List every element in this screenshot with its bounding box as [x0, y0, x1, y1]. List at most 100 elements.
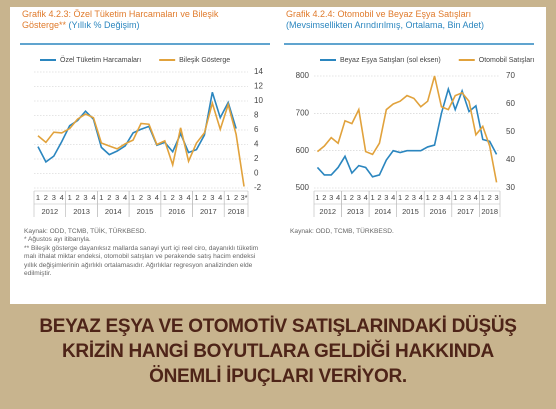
- note: Kaynak: ODD, TCMB, TÜİK, TÜRKBESD.: [24, 228, 147, 235]
- notes: Kaynak: ODD, TCMB, TÜRKBESD.: [290, 228, 530, 236]
- banner-line: ÖNEMLİ İPUÇLARI VERİYOR.: [149, 366, 407, 387]
- x-tick-label: 2: [350, 193, 354, 202]
- x-tick-label: 4: [218, 193, 222, 202]
- year-label: 2014: [375, 207, 392, 216]
- legend-label: Beyaz Eşya Satışları (sol eksen): [340, 57, 441, 64]
- x-tick-label: 3: [115, 193, 119, 202]
- year-label: 2017: [457, 207, 474, 216]
- x-tick-label: 2: [202, 193, 206, 202]
- y-tick-label: 12: [254, 82, 263, 91]
- x-tick-label: 4: [155, 193, 159, 202]
- x-tick-label: 3: [384, 193, 388, 202]
- x-tick-label: 1: [131, 193, 135, 202]
- x-tick-label: 2: [460, 193, 464, 202]
- y-tick-label: 700: [296, 108, 310, 117]
- y-tick-label: 600: [296, 146, 310, 155]
- x-tick-label: 3: [439, 193, 443, 202]
- series-line: [37, 100, 245, 187]
- y-tick-label: 800: [296, 71, 310, 80]
- note: * Ağustos ayı itibarıyla.: [24, 236, 91, 244]
- x-tick-label: 4: [474, 193, 478, 202]
- x-tick-label: 2: [405, 193, 409, 202]
- x-tick-label: 3: [412, 193, 416, 202]
- chart-heading: Grafik 4.2.3: Özel Tüketim Harcamaları v…: [22, 9, 262, 31]
- year-label: 2015: [402, 207, 419, 216]
- x-tick-label: 2: [432, 193, 436, 202]
- chart-title: Grafik 4.2.3: Özel Tüketim Harcamaları v…: [22, 9, 219, 30]
- chart-title: Grafik 4.2.4: Otomobil ve Beyaz Eşya Sat…: [286, 9, 472, 19]
- year-label: 2012: [319, 207, 336, 216]
- x-tick-label: 3: [467, 193, 471, 202]
- note: Kaynak: ODD, TCMB, TÜRKBESD.: [290, 228, 394, 235]
- x-tick-label: 3: [210, 193, 214, 202]
- note: ** Bileşik gösterge dayanıksız mallarda …: [24, 244, 259, 278]
- x-tick-label: 3: [83, 193, 87, 202]
- y-tick-label: 6: [254, 125, 259, 134]
- year-label: 2016: [430, 207, 447, 216]
- y-tick-label: 8: [254, 111, 259, 120]
- legend-label: Otomobil Satışları: [479, 57, 535, 64]
- y-tick-label: 0: [254, 169, 259, 178]
- x-tick-label: 2: [377, 193, 381, 202]
- series-line: [316, 75, 498, 183]
- banner-line: BEYAZ EŞYA VE OTOMOTİV SATIŞLARINDAKİ DÜ…: [39, 316, 517, 337]
- year-label: 2018: [481, 207, 498, 216]
- y2-tick-label: 50: [506, 127, 515, 136]
- x-tick-label: 4: [186, 193, 190, 202]
- notes: Kaynak: ODD, TCMB, TÜİK, TÜRKBESD. * Ağu…: [24, 228, 264, 278]
- x-tick-label: 1: [426, 193, 430, 202]
- chart-heading: Grafik 4.2.4: Otomobil ve Beyaz Eşya Sat…: [286, 9, 536, 31]
- x-tick-label: 2: [322, 193, 326, 202]
- x-tick-label: 2: [488, 193, 492, 202]
- y-tick-label: 500: [296, 183, 310, 192]
- x-tick-label: 3: [329, 193, 333, 202]
- year-label: 2016: [168, 207, 185, 216]
- banner-line: KRİZİN HANGİ BOYUTLARA GELDİĞİ HAKKINDA: [62, 341, 494, 362]
- legend-label: Özel Tüketim Harcamaları: [60, 56, 141, 64]
- year-label: 2014: [105, 207, 122, 216]
- x-tick-label: 1: [453, 193, 457, 202]
- year-label: 2012: [42, 207, 59, 216]
- y2-tick-label: 30: [506, 183, 515, 192]
- x-tick-label: 4: [391, 193, 395, 202]
- y2-tick-label: 70: [506, 71, 515, 80]
- series-line: [316, 86, 498, 178]
- year-label: 2013: [73, 207, 90, 216]
- x-tick-label: 1: [370, 193, 374, 202]
- x-tick-label: 4: [419, 193, 423, 202]
- x-tick-label: 4: [91, 193, 95, 202]
- x-tick-label: 2: [44, 193, 48, 202]
- x-tick-label: 2: [171, 193, 175, 202]
- y-tick-label: -2: [254, 183, 262, 192]
- x-tick-label: 4: [123, 193, 127, 202]
- x-tick-label: 4: [364, 193, 368, 202]
- x-tick-label: 1: [315, 193, 319, 202]
- x-tick-label: 1: [194, 193, 198, 202]
- chart-subtitle: (Mevsimsellikten Arındırılmış, Ortalama,…: [286, 20, 485, 30]
- y-tick-label: 2: [254, 154, 259, 163]
- year-label: 2017: [200, 207, 217, 216]
- x-tick-label: 1: [398, 193, 402, 202]
- x-tick-label: 1: [481, 193, 485, 202]
- x-tick-label: 2: [76, 193, 80, 202]
- banner: BEYAZ EŞYA VE OTOMOTİV SATIŞLARINDAKİ DÜ…: [0, 314, 556, 389]
- panel: [10, 7, 546, 304]
- y-tick-label: 4: [254, 140, 259, 149]
- x-tick-label: 3: [494, 193, 498, 202]
- x-tick-label: 3: [179, 193, 183, 202]
- y2-tick-label: 60: [506, 99, 515, 108]
- x-tick-label: 2: [139, 193, 143, 202]
- x-tick-label: 3: [357, 193, 361, 202]
- chart-subtitle: (Yıllık % Değişim): [68, 20, 140, 30]
- x-tick-label: 3: [52, 193, 56, 202]
- x-tick-label: 1: [68, 193, 72, 202]
- x-tick-label: 4: [336, 193, 340, 202]
- y-tick-label: 10: [254, 96, 263, 105]
- y-tick-label: 14: [254, 67, 263, 76]
- x-tick-label: 3*: [240, 193, 247, 202]
- x-tick-label: 4: [60, 193, 64, 202]
- x-tick-label: 1: [99, 193, 103, 202]
- x-tick-label: 1: [36, 193, 40, 202]
- x-tick-label: 4: [446, 193, 450, 202]
